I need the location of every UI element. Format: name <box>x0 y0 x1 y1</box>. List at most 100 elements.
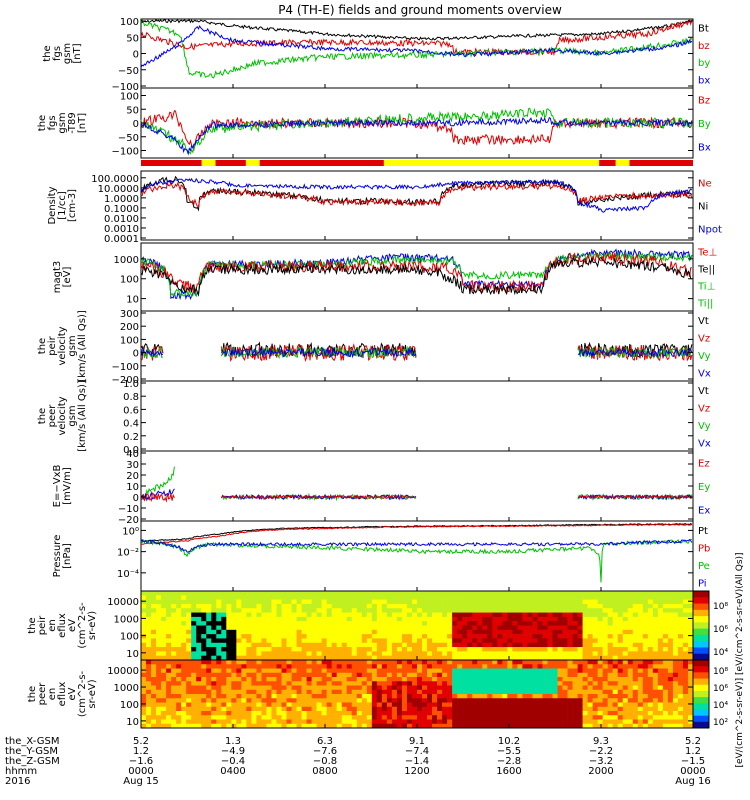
spec-cell <box>637 591 644 596</box>
spec-cell <box>251 668 257 674</box>
spec-cell <box>281 638 287 644</box>
spec-cell <box>642 668 649 674</box>
spec-cell <box>151 603 157 609</box>
spec-cell <box>547 599 553 605</box>
spec-cell <box>346 638 353 644</box>
spec-cell <box>146 706 152 712</box>
spec-cell <box>371 642 378 648</box>
y-tick-label: −20 <box>118 515 139 526</box>
spec-cell <box>371 647 378 652</box>
spec-cell <box>241 629 247 635</box>
spec-cell <box>411 719 418 725</box>
spec-cell <box>587 685 593 691</box>
spec-cell <box>657 702 664 708</box>
spec-cell <box>662 689 669 695</box>
spec-cell <box>286 689 292 695</box>
spec-cell <box>542 715 548 720</box>
spec-cell <box>271 723 277 729</box>
spec-cell <box>161 612 167 618</box>
spec-cell <box>246 694 252 699</box>
spec-cell <box>637 702 644 708</box>
spec-cell <box>477 706 483 712</box>
spec-cell <box>221 647 227 652</box>
spec-cell <box>341 621 348 626</box>
spec-cell <box>396 591 403 596</box>
spec-cell <box>512 625 518 631</box>
spec-cell <box>597 595 603 600</box>
xaxis-year: 2016 <box>5 776 30 787</box>
spec-cell <box>452 681 458 686</box>
spec-cell <box>417 672 423 678</box>
spec-cell <box>667 621 674 626</box>
spec-cell <box>161 629 167 635</box>
spec-cell <box>246 723 252 729</box>
spec-cell <box>507 719 513 725</box>
spec-cell <box>687 711 694 716</box>
spec-cell <box>186 689 192 695</box>
spec-cell <box>652 608 659 613</box>
spec-cell <box>161 672 167 678</box>
spec-cell <box>306 595 312 600</box>
spec-cell <box>371 711 378 716</box>
spec-cell <box>341 672 348 678</box>
spec-cell <box>171 603 177 609</box>
spec-cell <box>517 698 523 703</box>
xaxis-row-value: 1.2 <box>133 746 149 757</box>
spec-cell <box>341 668 348 674</box>
spec-cell <box>662 612 669 618</box>
spec-cell <box>351 672 358 678</box>
spec-cell <box>216 642 222 648</box>
spec-cell <box>632 616 639 622</box>
spec-cell <box>356 660 363 665</box>
spec-cell <box>366 677 373 682</box>
spec-cell <box>462 694 468 699</box>
spec-cell <box>141 616 147 622</box>
spec-cell <box>406 595 413 600</box>
spec-cell <box>652 591 659 596</box>
colorbar-cell <box>693 721 709 729</box>
spec-cell <box>487 629 493 635</box>
xaxis-row-value: −0.8 <box>313 756 337 767</box>
spec-cell <box>276 625 282 631</box>
spec-cell <box>427 595 433 600</box>
spec-cell <box>386 715 393 720</box>
spec-cell <box>371 672 378 678</box>
spec-cell <box>156 711 162 716</box>
spec-cell <box>326 685 332 691</box>
spec-cell <box>597 642 603 648</box>
spec-cell <box>652 634 659 639</box>
spec-cell <box>507 591 513 596</box>
spec-cell <box>687 715 694 720</box>
spec-cell <box>141 711 147 716</box>
spec-cell <box>171 616 177 622</box>
spec-cell <box>527 621 533 626</box>
spec-cell <box>472 651 478 656</box>
spec-cell <box>296 702 302 708</box>
spec-cell <box>296 706 302 712</box>
spec-cell <box>492 599 498 605</box>
spec-cell <box>396 660 403 665</box>
spec-cell <box>211 668 217 674</box>
spec-cell <box>241 719 247 725</box>
spec-cell <box>376 647 383 652</box>
spec-cell <box>522 668 528 674</box>
spec-cell <box>422 702 428 708</box>
spec-cell <box>507 625 513 631</box>
spec-cell <box>427 634 433 639</box>
spec-cell <box>346 685 353 691</box>
spec-cell <box>286 672 292 678</box>
spec-cell <box>542 608 548 613</box>
spec-cell <box>427 591 433 596</box>
spec-cell <box>677 625 684 631</box>
spec-cell <box>151 681 157 686</box>
spec-cell <box>321 595 327 600</box>
spec-cell <box>301 621 307 626</box>
spec-cell <box>622 660 629 665</box>
spec-cell <box>572 689 578 695</box>
spec-cell <box>401 668 408 674</box>
spec-cell <box>627 625 634 631</box>
spec-cell <box>537 677 543 682</box>
spec-cell <box>687 591 694 596</box>
spec-cell <box>652 642 659 648</box>
spec-cell <box>321 664 327 669</box>
